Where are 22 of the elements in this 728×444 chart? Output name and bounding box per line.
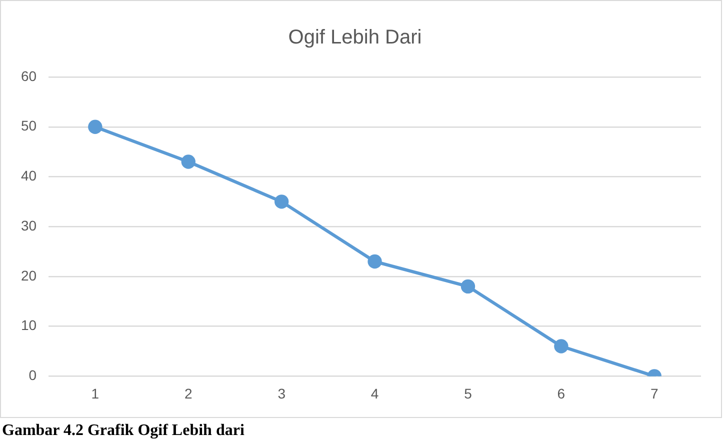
y-tick-label: 40 xyxy=(20,168,37,184)
y-tick-label: 30 xyxy=(20,217,37,234)
point xyxy=(88,120,102,134)
x-tick-label: 5 xyxy=(464,385,472,402)
point xyxy=(368,254,382,269)
point xyxy=(274,194,289,209)
chart-title: Ogif Lebih Dari xyxy=(288,26,422,49)
text: Gambar 4.2 Grafik Ogif Lebih dari xyxy=(2,421,246,441)
y-tick-label: 0 xyxy=(28,367,37,384)
x-tick-label: 7 xyxy=(650,385,658,402)
x-tick-label: 1 xyxy=(91,385,100,402)
y-tick-label: 20 xyxy=(20,267,37,284)
point xyxy=(460,279,476,294)
point xyxy=(554,339,568,354)
y-tick-label: 60 xyxy=(20,68,37,84)
point xyxy=(181,154,196,169)
x-tick-label: 3 xyxy=(278,385,286,402)
x-tick-label: 6 xyxy=(557,385,566,402)
y-tick-label: 50 xyxy=(20,118,37,134)
y-tick-label: 10 xyxy=(20,317,37,334)
x-tick-label: 2 xyxy=(184,385,192,402)
x-tick-label: 4 xyxy=(370,385,379,402)
